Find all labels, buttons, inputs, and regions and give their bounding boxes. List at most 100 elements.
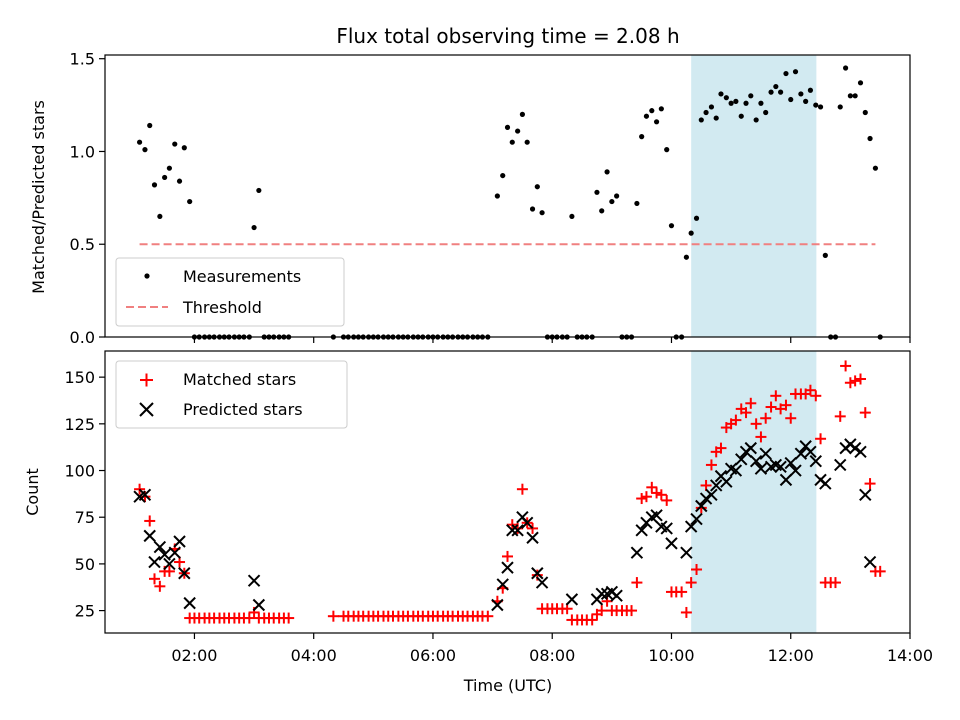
matched-stars-point [586, 614, 598, 626]
predicted-stars-point [809, 454, 822, 468]
predicted-stars-point [819, 477, 832, 490]
measurement-point [181, 145, 187, 151]
measurement-point [788, 96, 794, 103]
matched-stars-point [655, 489, 667, 501]
predicted-stars-point [749, 454, 763, 468]
matched-stars-point [646, 481, 658, 493]
measurement-point [783, 70, 789, 77]
predicted-stars-point [699, 492, 713, 505]
measurement-point [822, 252, 828, 258]
measurement-point [539, 210, 545, 216]
measurement-point [862, 109, 868, 116]
measurement-point [778, 89, 784, 95]
top-legend: Measurements Threshold [115, 257, 345, 327]
predicted-stars-point [595, 587, 608, 600]
bottom-y-tick-label: 100 [64, 462, 95, 481]
predicted-stars-point [684, 520, 698, 533]
matched-stars-point [810, 390, 822, 402]
predicted-stars-point [247, 574, 261, 587]
measurement-point [251, 224, 257, 231]
predicted-stars-point [665, 537, 678, 550]
predicted-stars-point [859, 488, 872, 502]
measurement-point [713, 115, 719, 121]
x-tick-label: 04:00 [291, 646, 337, 665]
legend-predicted-marker [139, 402, 154, 417]
top-legend-box [115, 257, 345, 327]
predicted-stars-point [173, 535, 186, 548]
measurement-point [728, 100, 734, 106]
measurement-point [639, 134, 645, 140]
predicted-stars-point [178, 567, 191, 580]
matched-stars-point [661, 494, 673, 506]
bottom-y-tick-label: 50 [75, 555, 95, 574]
measurement-point [703, 109, 709, 116]
measurement-point [743, 100, 749, 106]
measurement-point [843, 65, 849, 71]
measurement-point [813, 102, 819, 108]
matched-stars-point [849, 375, 861, 387]
predicted-stars-point [784, 456, 797, 470]
predicted-stars-point [863, 555, 877, 569]
legend-measurements-marker [144, 273, 150, 279]
matched-stars-point [750, 418, 762, 430]
matched-stars-point [626, 605, 638, 617]
predicted-stars-point [690, 512, 703, 526]
predicted-stars-point [804, 445, 817, 459]
matched-stars-point [834, 410, 846, 422]
measurement-point [500, 172, 506, 179]
measurement-point [162, 174, 168, 181]
matched-stars-point [700, 479, 712, 491]
matched-stars-point [163, 565, 175, 577]
measurement-point [634, 200, 640, 207]
matched-stars-point [482, 610, 494, 622]
predicted-stars-point [759, 447, 772, 460]
x-tick-label: 06:00 [410, 646, 456, 665]
bottom-legend: Matched stars Predicted stars [115, 360, 348, 429]
measurement-point [668, 223, 675, 229]
matched-stars-point [685, 577, 697, 589]
matched-stars-point [680, 606, 692, 618]
measurement-point [594, 189, 600, 195]
matched-stars-point [148, 573, 160, 585]
matched-stars-point [864, 478, 876, 490]
matched-stars-point [844, 377, 856, 389]
measurement-point [166, 165, 172, 171]
bottom-axes-frame [104, 350, 911, 634]
predicted-stars-point [630, 546, 644, 559]
x-tick-label: 02:00 [171, 646, 217, 665]
matched-stars-point [780, 399, 792, 411]
predicted-stars-point [650, 509, 663, 522]
predicted-stars-point [168, 546, 181, 559]
predicted-stars-point [491, 598, 504, 612]
measurement-point [658, 106, 664, 112]
measurement-point [763, 109, 769, 116]
matched-stars-point [770, 390, 782, 402]
matched-stars-point [327, 610, 339, 622]
x-tick-label: 10:00 [648, 646, 694, 665]
top-y-tick-label: 1.5 [70, 50, 95, 69]
predicted-stars-point [705, 488, 718, 502]
measurement-point [664, 147, 670, 153]
measurement-point [604, 169, 610, 175]
measurement-point [857, 80, 864, 86]
matched-stars-point [640, 491, 652, 503]
measurement-point [683, 254, 689, 260]
matched-stars-point [705, 459, 717, 471]
count-panel: 25 50 75 100 125 150 02:00 04:00 06:00 08:00 10:00… [23, 350, 933, 695]
measurement-point [807, 87, 814, 93]
predicted-stars-point [729, 464, 743, 477]
predicted-stars-point [148, 555, 161, 569]
top-y-tick-label: 0.5 [70, 235, 95, 254]
bottom-legend-box [115, 360, 348, 429]
bottom-y-tick-label: 125 [64, 415, 95, 434]
predicted-stars-point [610, 589, 623, 602]
matched-stars-point [760, 412, 772, 424]
predicted-stars-point [754, 462, 768, 475]
measurement-point [599, 208, 605, 214]
measurement-point [614, 193, 620, 199]
measurement-point [847, 93, 853, 99]
legend-predicted-label: Predicted stars [183, 400, 303, 419]
predicted-stars-point [854, 445, 867, 459]
matched-stars-point [715, 442, 727, 454]
matched-stars-point [154, 580, 166, 592]
